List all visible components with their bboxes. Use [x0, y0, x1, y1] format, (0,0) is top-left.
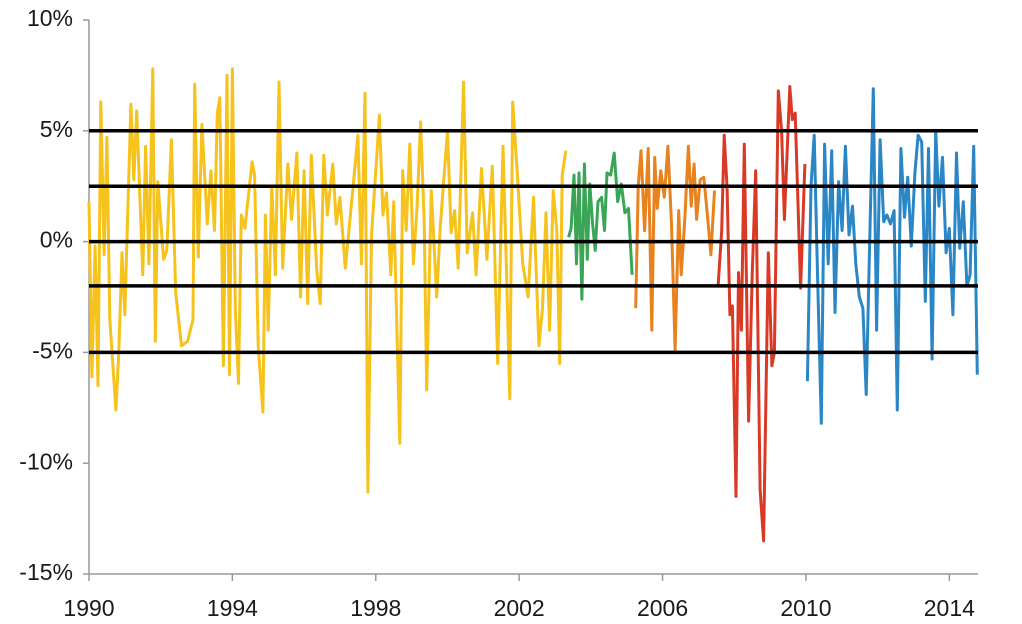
data-line [716, 85, 807, 543]
data-line [567, 151, 634, 301]
x-tick-label: 1990 [63, 595, 114, 621]
x-tick-label: 2014 [924, 595, 975, 621]
y-tick-label: -15% [19, 559, 73, 585]
y-tick-label: -5% [32, 337, 73, 363]
x-tick-label: 2006 [637, 595, 688, 621]
y-tick-label: -10% [19, 448, 73, 474]
y-tick-label: 0% [40, 227, 73, 253]
x-tick-label: 1998 [350, 595, 401, 621]
x-tick-label: 2002 [494, 595, 545, 621]
data-line [634, 144, 716, 352]
data-line [805, 87, 979, 425]
x-tick-label: 2010 [780, 595, 831, 621]
x-tick-label: 1994 [207, 595, 258, 621]
y-tick-label: 10% [27, 5, 73, 31]
y-tick-label: 5% [40, 116, 73, 142]
